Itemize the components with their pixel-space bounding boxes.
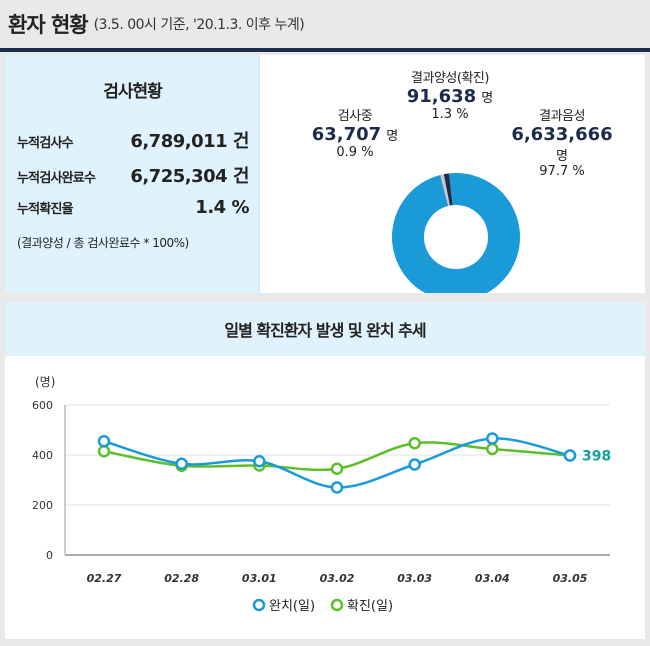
series-0-point-5 [486, 432, 499, 445]
trend-chart-panel: 일별 확진환자 발생 및 완치 추세 (명) 0 200 400 600 02.27 02.… [5, 302, 645, 639]
negative-unit: 명 [556, 149, 568, 164]
page-subtitle: (3.5. 00시 기준, '20.1.3. 이후 누계) [93, 17, 305, 33]
chart-title: 일별 확진환자 발생 및 완치 추세 [224, 321, 426, 340]
legend-marker-0 [252, 598, 266, 612]
x-tick-label: 02.27 [87, 572, 122, 585]
donut-slice-2 [392, 173, 520, 301]
y-tick-label: 600 [32, 399, 53, 412]
series-1-point-4 [408, 437, 421, 450]
positive-percent: 1.3 % [431, 107, 469, 122]
y-tick-label: 400 [32, 449, 53, 462]
summary-row-completed-tests: 누적검사완료수 6,725,304 건 [17, 162, 249, 188]
negative-number: 6,633,666 [511, 124, 613, 145]
summary-label: 누적검사수 [17, 136, 74, 151]
y-tick-label: 0 [46, 549, 53, 562]
summary-label: 누적확진율 [17, 202, 74, 217]
positive-title: 결과양성(확진) [411, 71, 489, 86]
donut-slice-1 [392, 173, 520, 301]
summary-value: 6,725,304 건 [130, 166, 249, 187]
x-tick-label: 03.05 [553, 572, 588, 585]
donut-label-negative: 결과음성 6,633,666 명 97.7 % [497, 105, 627, 179]
test-result-donut [392, 173, 520, 301]
testing-title: 검사중 [337, 109, 373, 124]
negative-title: 결과음성 [539, 109, 585, 124]
series-1-point-3 [330, 462, 344, 475]
y-tick-label: 200 [32, 499, 53, 512]
trend-line-chart: (명) 0 200 400 600 02.27 02.28 03.01 03.02 03.03 03… [32, 375, 611, 614]
x-tick-label: 03.04 [475, 572, 510, 585]
testing-percent: 0.9 % [336, 145, 374, 160]
testing-number: 63,707 [311, 124, 382, 145]
testing-unit: 명 [386, 129, 399, 144]
positive-number: 91,638 [406, 86, 477, 107]
series-0-point-1 [175, 457, 188, 470]
legend-label-0: 완치(일) [269, 599, 315, 614]
end-value-label: 398 [582, 449, 611, 465]
series-0-point-2 [253, 455, 266, 468]
chart-title-bar: 일별 확진환자 발생 및 완치 추세 [5, 302, 645, 356]
summary-row-total-tests: 누적검사수 6,789,011 건 [17, 127, 249, 153]
x-tick-label: 03.03 [397, 572, 432, 585]
legend-marker-1 [330, 598, 344, 612]
y-axis-label: (명) [35, 375, 55, 389]
negative-percent: 97.7 % [539, 164, 585, 179]
x-tick-label: 03.02 [320, 572, 355, 585]
summary-note: (결과양성 / 총 검사완료수 * 100%) [17, 236, 189, 250]
x-tick-label: 03.01 [242, 572, 277, 585]
donut-label-positive: 결과양성(확진) 91,638 명 1.3 % [380, 67, 520, 122]
summary-label: 누적검사완료수 [17, 171, 96, 186]
summary-value: 6,789,011 건 [130, 131, 249, 152]
test-status-panel: 검사현황 누적검사수 6,789,011 건 누적검사완료수 6,725,304… [5, 55, 645, 301]
page-header: 환자 현황 (3.5. 00시 기준, '20.1.3. 이후 누계) [0, 0, 650, 48]
series-0-point-0 [97, 435, 111, 448]
series-1-point-0 [97, 445, 111, 458]
summary-row-positive-rate: 누적확진율 1.4 % [17, 197, 249, 218]
page-title: 환자 현황 [8, 13, 89, 37]
donut-slice-0 [392, 173, 520, 301]
series-0-point-4 [408, 458, 421, 471]
series-0-point-6 [563, 449, 577, 462]
test-summary-box: 검사현황 누적검사수 6,789,011 건 누적검사완료수 6,725,304… [5, 55, 260, 293]
donut-area: 결과양성(확진) 91,638 명 1.3 % 검사중 63,707 명 0.9… [260, 55, 645, 301]
summary-value: 1.4 % [195, 197, 249, 218]
legend-label-1: 확진(일) [347, 599, 393, 614]
positive-unit: 명 [481, 91, 494, 106]
series-1-point-5 [486, 442, 499, 456]
donut-label-testing: 검사중 63,707 명 0.9 % [300, 105, 410, 160]
x-tick-label: 02.28 [164, 572, 199, 585]
series-0-point-3 [330, 481, 344, 494]
summary-heading: 검사현황 [103, 82, 163, 102]
header-divider [0, 48, 650, 52]
